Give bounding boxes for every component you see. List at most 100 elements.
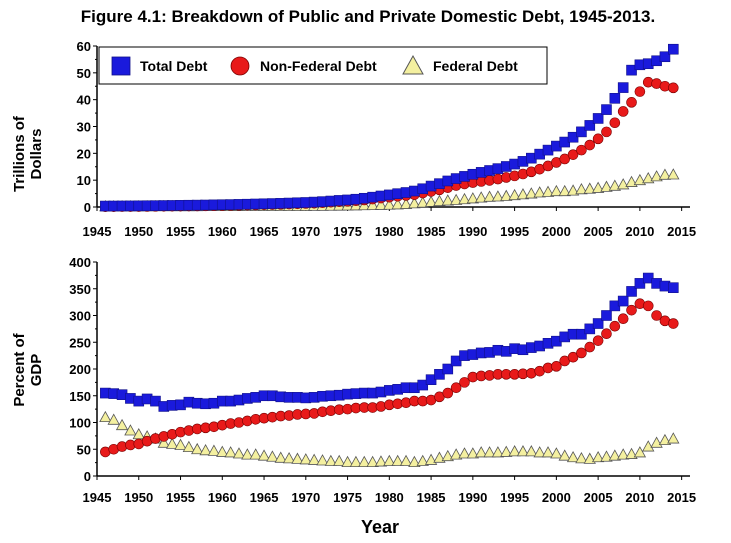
triangle-point bbox=[266, 450, 279, 462]
triangle-point bbox=[566, 184, 580, 196]
triangle-point bbox=[274, 451, 287, 463]
triangle-point bbox=[449, 193, 463, 205]
triangle-point bbox=[257, 449, 271, 461]
y-tick-label: 0 bbox=[84, 469, 91, 484]
triangle-point bbox=[558, 184, 571, 197]
x-tick-label: 1995 bbox=[500, 490, 529, 505]
triangle-point bbox=[383, 454, 396, 466]
circle-point bbox=[626, 97, 637, 108]
legend-triangle-marker bbox=[402, 54, 424, 75]
x-tick-label: 2010 bbox=[625, 490, 654, 505]
triangle-point bbox=[316, 454, 329, 466]
triangle-point bbox=[216, 445, 229, 457]
triangle-point bbox=[408, 197, 421, 209]
triangle-point bbox=[575, 182, 588, 195]
circle-point bbox=[651, 310, 662, 321]
circle-point bbox=[567, 149, 579, 160]
triangle-point bbox=[516, 188, 530, 200]
triangle-point bbox=[433, 451, 446, 463]
x-tick-label: 1980 bbox=[375, 490, 404, 505]
triangle-point bbox=[533, 186, 546, 198]
x-tick-label: 1955 bbox=[166, 224, 195, 239]
square-point bbox=[667, 43, 679, 55]
x-axis-label: Year bbox=[361, 517, 399, 537]
triangle-point bbox=[182, 440, 196, 453]
triangle-point bbox=[333, 454, 346, 466]
x-tick-label: 1980 bbox=[375, 224, 404, 239]
y-tick-label: 350 bbox=[69, 282, 91, 297]
y-tick-label: 400 bbox=[69, 255, 91, 270]
x-tick-label: 1965 bbox=[250, 224, 279, 239]
circle-point bbox=[601, 126, 612, 138]
circle-point bbox=[609, 320, 621, 332]
y-tick-label: 50 bbox=[77, 66, 91, 81]
triangle-point bbox=[249, 448, 262, 460]
triangle-point bbox=[433, 194, 446, 206]
triangle-point bbox=[349, 455, 363, 467]
circle-point bbox=[559, 153, 571, 165]
top-panel-trillions: 0 10 20 30 40 50 60 1945 1950 1955 1960 1965 1970 197… bbox=[11, 39, 696, 239]
x-tick-label: 1950 bbox=[124, 224, 153, 239]
triangle-point bbox=[307, 453, 321, 465]
y-tick-label: 200 bbox=[69, 362, 91, 377]
triangle-point bbox=[516, 445, 530, 457]
legend-box bbox=[98, 46, 548, 85]
x-tick-label: 1990 bbox=[458, 224, 487, 239]
y-axis-label: Trillions of bbox=[11, 115, 28, 192]
square-point bbox=[417, 379, 429, 391]
y-tick-label: 60 bbox=[77, 39, 91, 54]
x-tick-label: 1990 bbox=[458, 490, 487, 505]
triangle-point bbox=[199, 443, 212, 456]
square-point bbox=[609, 93, 621, 104]
circle-point bbox=[617, 106, 629, 117]
circle-point bbox=[567, 351, 579, 363]
y-tick-label: 20 bbox=[77, 146, 91, 161]
triangle-point bbox=[608, 449, 622, 461]
circle-point bbox=[634, 86, 646, 97]
triangle-point bbox=[207, 444, 221, 456]
triangle-point bbox=[608, 179, 622, 191]
square-point bbox=[601, 310, 612, 321]
y-tick-label: 0 bbox=[84, 200, 91, 215]
x-tick-label: 1965 bbox=[250, 490, 279, 505]
y-tick-label: 30 bbox=[77, 120, 91, 135]
x-tick-label: 1960 bbox=[208, 224, 237, 239]
triangle-point bbox=[475, 446, 488, 458]
triangle-point bbox=[366, 455, 379, 467]
triangle-point bbox=[358, 455, 371, 467]
x-tick-label: 2015 bbox=[667, 224, 696, 239]
circle-point bbox=[551, 361, 562, 372]
x-tick-label: 1955 bbox=[166, 490, 195, 505]
series-non-federal-debt bbox=[100, 298, 679, 458]
triangle-point bbox=[383, 198, 396, 210]
y-axis-label: GDP bbox=[28, 354, 45, 387]
triangle-point bbox=[483, 446, 496, 458]
triangle-point bbox=[500, 445, 513, 457]
triangle-point bbox=[550, 447, 563, 459]
y-tick-label: 50 bbox=[77, 442, 91, 457]
series-total-debt bbox=[100, 272, 679, 412]
triangle-point bbox=[124, 424, 137, 436]
x-tick-label: 2005 bbox=[584, 224, 613, 239]
circle-point bbox=[667, 82, 679, 94]
circle-point bbox=[450, 382, 462, 394]
square-point bbox=[584, 323, 596, 335]
x-tick-label: 1985 bbox=[417, 490, 446, 505]
x-tick-label: 1945 bbox=[83, 490, 112, 505]
circle-point bbox=[576, 347, 587, 359]
x-tick-label: 1960 bbox=[208, 490, 237, 505]
legend-circle-marker bbox=[230, 56, 250, 76]
triangle-point bbox=[575, 452, 588, 464]
square-point bbox=[150, 395, 161, 407]
legend-square-marker bbox=[111, 56, 131, 76]
y-tick-label: 40 bbox=[77, 93, 91, 108]
triangle-point bbox=[583, 182, 596, 194]
square-point bbox=[567, 131, 579, 143]
triangle-point bbox=[424, 195, 438, 207]
circle-point bbox=[442, 387, 454, 399]
triangle-point bbox=[115, 418, 129, 431]
square-point bbox=[667, 282, 679, 293]
circle-point bbox=[592, 133, 604, 145]
x-tick-label: 2000 bbox=[542, 490, 571, 505]
